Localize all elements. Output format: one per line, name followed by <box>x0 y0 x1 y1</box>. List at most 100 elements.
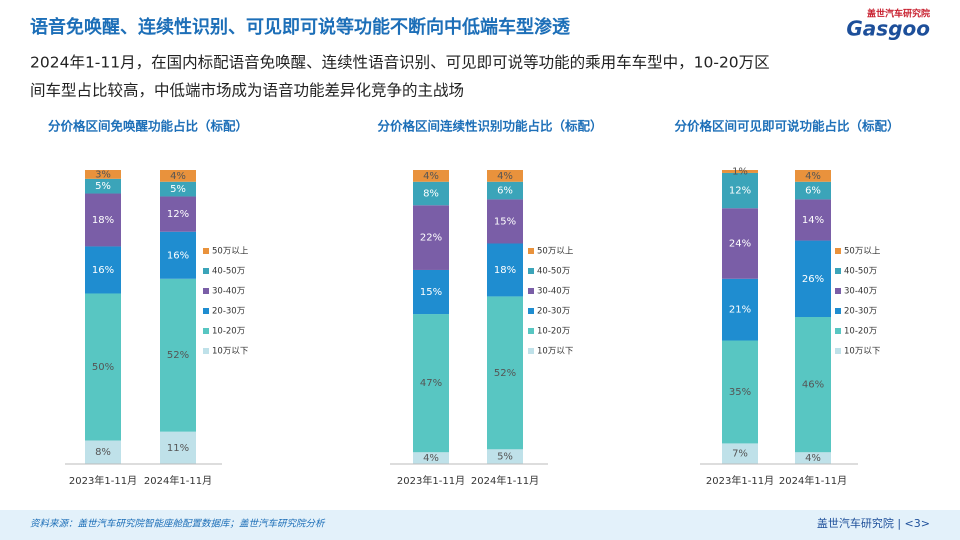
bar-segment <box>413 170 449 182</box>
legend-label: 50万以上 <box>212 247 249 257</box>
bar-segment <box>160 278 196 432</box>
x-tick-label: 2024年1-11月 <box>144 474 212 487</box>
footer-source: 资料来源：盖世汽车研究院智能座舱配置数据库；盖世汽车研究院分析 <box>30 518 326 530</box>
legend-label: 10-20万 <box>844 327 877 337</box>
bar-segment <box>85 170 121 179</box>
legend-label: 50万以上 <box>537 247 574 257</box>
value-label: 47% <box>420 378 442 389</box>
value-label: 5% <box>497 452 513 463</box>
legend-swatch <box>835 268 841 274</box>
value-label: 5% <box>95 181 111 192</box>
chart-title: 分价格区间可见即可说功能占比（标配） <box>674 119 899 134</box>
x-tick-label: 2023年1-11月 <box>69 474 137 487</box>
bar-segment <box>487 170 523 182</box>
legend-label: 20-30万 <box>537 307 570 317</box>
value-label: 4% <box>170 171 186 182</box>
footer-page: 盖世汽车研究院 | <3> <box>817 516 930 530</box>
bar-segment <box>160 181 196 197</box>
bar-segment <box>487 243 523 297</box>
bar-segment <box>413 314 449 453</box>
value-label: 52% <box>494 368 516 379</box>
legend-swatch <box>528 288 534 294</box>
value-label: 16% <box>167 250 189 261</box>
legend-swatch <box>203 348 209 354</box>
bar-segment <box>722 170 758 173</box>
value-label: 21% <box>729 305 751 316</box>
x-tick-label: 2024年1-11月 <box>779 474 847 487</box>
bar-segment <box>487 449 523 464</box>
bar-segment <box>160 431 196 464</box>
legend-label: 30-40万 <box>537 287 570 297</box>
bar-segment <box>722 340 758 444</box>
value-label: 11% <box>167 443 189 454</box>
slide-title: 语音免唤醒、连续性识别、可见即可说等功能不断向中低端车型渗透 <box>30 16 571 38</box>
bar-segment <box>722 443 758 464</box>
value-label: 5% <box>170 184 186 195</box>
bar-segment <box>85 293 121 441</box>
value-label: 15% <box>420 287 442 298</box>
value-label: 4% <box>497 171 513 182</box>
x-tick-label: 2023年1-11月 <box>397 474 465 487</box>
value-label: 4% <box>423 453 439 464</box>
bar-segment <box>413 181 449 206</box>
value-label: 12% <box>167 209 189 220</box>
bar-segment <box>722 278 758 341</box>
legend-swatch <box>528 248 534 254</box>
legend-swatch <box>835 288 841 294</box>
value-label: 7% <box>732 449 748 460</box>
value-label: 6% <box>497 186 513 197</box>
legend-swatch <box>203 268 209 274</box>
legend-label: 30-40万 <box>844 287 877 297</box>
bar-segment <box>795 452 831 464</box>
legend-swatch <box>203 248 209 254</box>
bar-segment <box>487 296 523 450</box>
bar-segment <box>85 193 121 247</box>
bar-segment <box>795 170 831 182</box>
value-label: 14% <box>802 215 824 226</box>
value-label: 52% <box>167 350 189 361</box>
bar-segment <box>722 172 758 209</box>
bar-segment <box>413 452 449 464</box>
footer-bar <box>0 510 960 540</box>
subtitle-line: 2024年1-11月，在国内标配语音免唤醒、连续性语音识别、可见即可说等功能的乘… <box>30 54 770 72</box>
legend-swatch <box>835 328 841 334</box>
legend-swatch <box>835 308 841 314</box>
value-label: 22% <box>420 233 442 244</box>
chart-title: 分价格区间连续性识别功能占比（标配） <box>377 119 602 134</box>
value-label: 50% <box>92 362 114 373</box>
legend-swatch <box>203 328 209 334</box>
bar-segment <box>795 199 831 241</box>
value-label: 8% <box>423 189 439 200</box>
legend-label: 10万以下 <box>212 347 249 357</box>
value-label: 15% <box>494 216 516 227</box>
legend-swatch <box>528 268 534 274</box>
legend-label: 40-50万 <box>537 267 570 277</box>
legend-label: 10万以下 <box>537 347 574 357</box>
bar-segment <box>160 170 196 182</box>
value-label: 18% <box>494 265 516 276</box>
bar-segment <box>795 317 831 453</box>
legend-label: 10-20万 <box>212 327 245 337</box>
bar-segment <box>487 199 523 244</box>
legend-swatch <box>835 248 841 254</box>
value-label: 26% <box>802 274 824 285</box>
bar-segment <box>85 178 121 194</box>
bar-segment <box>85 246 121 294</box>
legend-swatch <box>528 328 534 334</box>
bar-segment <box>413 269 449 315</box>
value-label: 8% <box>95 447 111 458</box>
value-label: 35% <box>729 387 751 398</box>
legend-swatch <box>528 348 534 354</box>
value-label: 3% <box>95 169 111 180</box>
legend-swatch <box>203 288 209 294</box>
bar-segment <box>487 181 523 200</box>
legend-label: 20-30万 <box>844 307 877 317</box>
bar-segment <box>722 208 758 279</box>
value-label: 6% <box>805 186 821 197</box>
value-label: 4% <box>423 171 439 182</box>
legend-swatch <box>528 308 534 314</box>
legend-label: 10-20万 <box>537 327 570 337</box>
bar-segment <box>795 240 831 317</box>
value-label: 24% <box>729 239 751 250</box>
